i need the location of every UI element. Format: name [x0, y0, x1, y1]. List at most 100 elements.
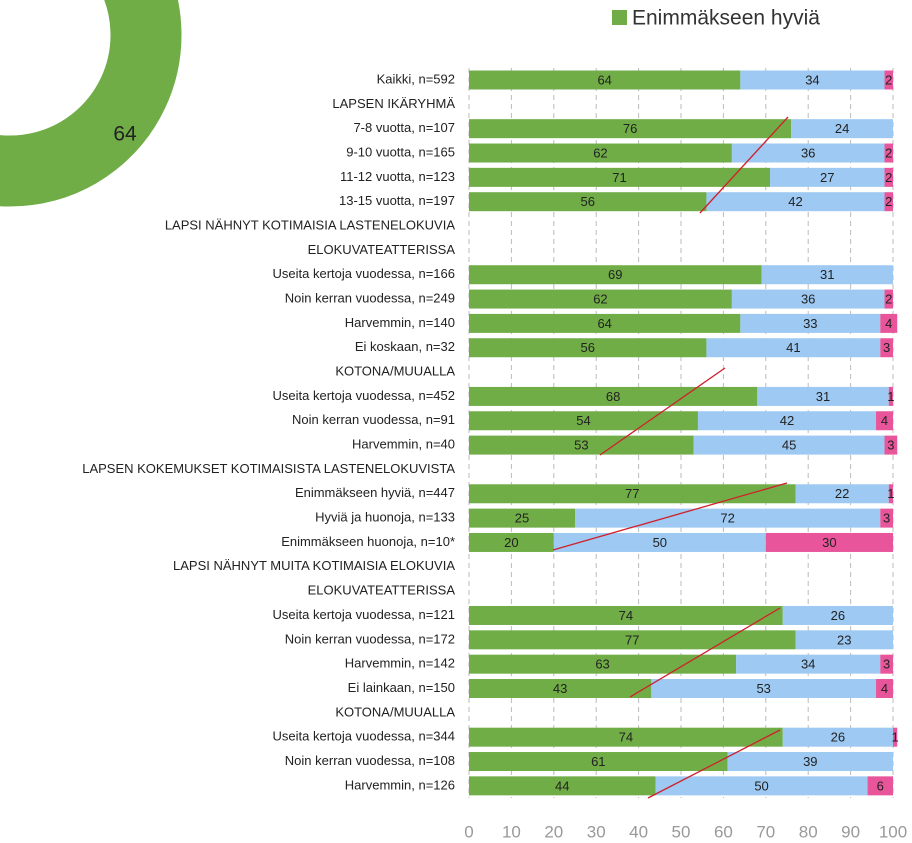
value-label: 53: [574, 438, 588, 453]
bar-segment: [469, 435, 694, 455]
category-label: Harvemmin, n=142: [345, 656, 455, 671]
bar-segment: [469, 70, 741, 90]
bar-segment: [727, 752, 893, 772]
value-label: 34: [801, 657, 815, 672]
bar-segment: [880, 654, 893, 674]
x-tick-label: 60: [714, 822, 733, 841]
bar-segment: [469, 119, 792, 139]
bar-segment: [880, 313, 898, 333]
value-label: 64: [597, 72, 611, 87]
bar-segment: [731, 289, 885, 309]
category-label: Noin kerran vuodessa, n=172: [285, 631, 455, 646]
bar-segment: [469, 630, 796, 650]
donut-slice: [0, 0, 183, 208]
bar-segment: [469, 265, 762, 285]
category-label: ELOKUVATEATTERISSA: [308, 242, 456, 257]
category-label: Useita kertoja vuodessa, n=121: [273, 607, 455, 622]
bar-segment: [655, 776, 868, 796]
value-label: 26: [831, 608, 845, 623]
value-label: 6: [877, 778, 884, 793]
category-label: LAPSEN IKÄRYHMÄ: [332, 96, 455, 111]
value-label: 63: [595, 657, 609, 672]
category-label: 11-12 vuotta, n=123: [340, 169, 455, 184]
value-label: 42: [788, 194, 802, 209]
bar-segment: [553, 532, 766, 552]
bar-segment: [884, 143, 893, 163]
category-label: Harvemmin, n=126: [345, 777, 455, 792]
value-label: 50: [653, 535, 667, 550]
value-label: 22: [835, 486, 849, 501]
category-label: Harvemmin, n=140: [345, 315, 455, 330]
bar-segment: [880, 338, 893, 358]
value-label: 68: [606, 389, 620, 404]
value-label: 4: [885, 316, 892, 331]
value-label: 3: [883, 511, 890, 526]
category-label: Useita kertoja vuodessa, n=344: [273, 729, 455, 744]
value-label: 2: [885, 145, 892, 160]
value-label: 50: [754, 778, 768, 793]
bar-segment: [761, 265, 893, 285]
category-label: Kaikki, n=592: [377, 71, 455, 86]
x-tick-label: 90: [841, 822, 860, 841]
bar-segment: [876, 679, 893, 698]
value-label: 31: [820, 267, 834, 282]
value-label: 3: [887, 438, 894, 453]
value-label: 2: [885, 194, 892, 209]
bar-segment: [884, 289, 893, 309]
x-tick-label: 70: [756, 822, 775, 841]
category-label: Noin kerran vuodessa, n=91: [292, 412, 455, 427]
bar-segment: [740, 313, 881, 333]
grid: [468, 68, 894, 798]
category-label: Useita kertoja vuodessa, n=452: [273, 388, 455, 403]
value-label: 24: [835, 121, 849, 136]
value-label: 30: [822, 535, 836, 550]
bar-segment: [884, 167, 893, 187]
bar-segment: [469, 654, 737, 674]
value-label: 64: [597, 316, 611, 331]
trend-line: [629, 607, 781, 698]
value-label: 72: [720, 511, 734, 526]
category-label: Enimmäkseen hyviä, n=447: [295, 485, 455, 500]
category-label: ELOKUVATEATTERISSA: [308, 583, 456, 598]
value-label: 69: [608, 267, 622, 282]
value-label: 45: [782, 438, 796, 453]
category-label: 7-8 vuotta, n=107: [353, 120, 455, 135]
bar-segment: [469, 313, 741, 333]
value-label: 62: [593, 145, 607, 160]
value-label: 41: [786, 340, 800, 355]
bar-segment: [469, 727, 783, 747]
value-label: 2: [885, 291, 892, 306]
value-label: 25: [515, 511, 529, 526]
bar-segment: [795, 630, 893, 650]
x-tick-label: 30: [587, 822, 606, 841]
category-label: Hyviä ja huonoja, n=133: [315, 510, 455, 525]
donut-label: 64: [113, 123, 137, 146]
value-label: 77: [625, 486, 639, 501]
bar-segment: [469, 508, 575, 528]
category-label: 13-15 vuotta, n=197: [339, 193, 455, 208]
value-label: 42: [780, 413, 794, 428]
value-label: 36: [801, 145, 815, 160]
trend-lines: [552, 116, 789, 799]
bar-segment: [469, 484, 796, 504]
value-label: 2: [885, 72, 892, 87]
bar-segment: [575, 508, 881, 528]
bar-segment: [469, 605, 783, 625]
value-label: 61: [591, 754, 605, 769]
category-label: Noin kerran vuodessa, n=108: [285, 753, 455, 768]
bar-segment: [765, 532, 893, 552]
value-label: 77: [625, 632, 639, 647]
value-label: 27: [820, 170, 834, 185]
bar-segment: [651, 679, 877, 698]
value-label: 1: [887, 486, 894, 501]
bar-segment: [884, 192, 893, 212]
value-label: 44: [555, 778, 569, 793]
bar-segment: [757, 386, 889, 406]
legend-swatch: [612, 10, 627, 25]
bar-segment: [469, 411, 698, 431]
value-label: 54: [576, 413, 590, 428]
bar-segment: [469, 386, 758, 406]
trend-line: [599, 367, 726, 456]
